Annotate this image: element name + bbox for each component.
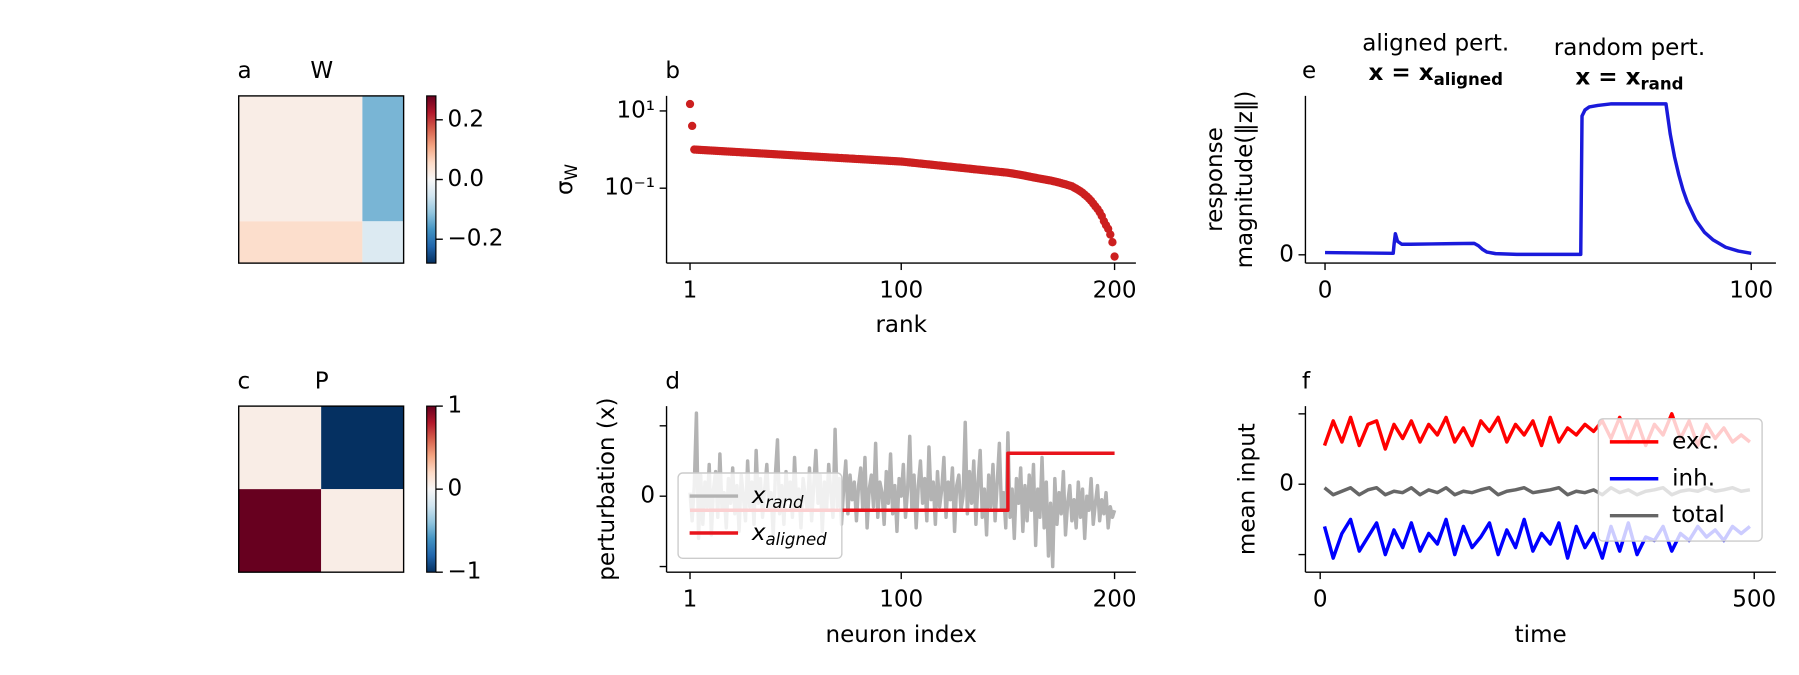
y-tick-label: 0	[640, 483, 655, 509]
legend-label: inh.	[1672, 465, 1715, 491]
y-axis-label: perturbation (x)	[594, 398, 620, 581]
y-tick-label: 0	[1279, 241, 1294, 267]
panel-title: P	[315, 368, 329, 394]
panel-letter: f	[1302, 368, 1311, 394]
data-line	[690, 451, 1115, 512]
x-tick-label: 100	[879, 277, 923, 303]
heatmap-cell	[321, 406, 404, 490]
panel-letter: a	[238, 58, 252, 84]
y-tick-label: 10¹	[616, 97, 655, 123]
scatter-point	[1110, 252, 1119, 261]
x-axis-label: rank	[875, 312, 927, 338]
data-line	[1325, 102, 1752, 257]
x-tick-label: 1	[683, 277, 698, 303]
colorbar-tick-label: −0.2	[447, 226, 503, 252]
heatmap-frame	[238, 405, 405, 573]
heatmap-frame	[238, 95, 405, 264]
y-axis-label: σW	[552, 164, 581, 195]
legend-label: exc.	[1672, 428, 1719, 454]
heatmap-cell	[238, 406, 322, 490]
y-tick-label: 10⁻¹	[604, 175, 655, 201]
heatmap-cell	[362, 95, 404, 222]
heatmap-cell	[321, 489, 404, 573]
heatmap-cell	[238, 489, 322, 573]
annotation: aligned pert.	[1362, 31, 1509, 57]
y-axis-label: response	[1202, 127, 1228, 232]
panel-letter: c	[238, 368, 251, 394]
colorbar-tick-label: 0	[447, 476, 462, 502]
y-axis-label: mean input	[1234, 423, 1260, 555]
x-tick-label: 200	[1093, 586, 1137, 612]
scatter-point	[685, 99, 695, 109]
y-tick-label: 0	[1279, 471, 1294, 497]
panel-letter: d	[665, 368, 680, 394]
x-tick-label: 0	[1318, 277, 1333, 303]
colorbar	[426, 405, 437, 573]
panel-letter: e	[1302, 58, 1316, 84]
heatmap-cell	[362, 221, 404, 264]
legend-label: xaligned	[751, 519, 827, 548]
x-tick-label: 200	[1093, 277, 1137, 303]
scatter-point	[1106, 230, 1115, 239]
x-tick-label: 500	[1732, 586, 1776, 612]
legend-box	[1597, 418, 1763, 542]
scatter-point	[1108, 238, 1117, 247]
y-axis-label: magnitude(‖z‖)	[1232, 91, 1258, 269]
scatter-point	[688, 121, 697, 131]
colorbar-tick-label: 0.2	[447, 106, 484, 132]
heatmap-cell	[238, 221, 363, 264]
x-tick-label: 100	[879, 586, 923, 612]
x-tick-label: 0	[1313, 586, 1328, 612]
colorbar-tick-label: −1	[447, 559, 481, 585]
legend-label: xrand	[751, 483, 804, 512]
annotation: random pert.	[1554, 35, 1705, 61]
colorbar-tick-label: 1	[447, 393, 462, 419]
annotation-formula: x = xrand	[1575, 64, 1683, 93]
heatmap-cell	[238, 95, 363, 222]
x-axis-label: time	[1515, 622, 1567, 648]
legend-label: total	[1672, 502, 1725, 528]
annotation-formula: x = xaligned	[1368, 59, 1503, 88]
colorbar-tick-label: 0.0	[447, 166, 484, 192]
x-tick-label: 100	[1729, 277, 1773, 303]
panel-title: W	[310, 58, 333, 84]
x-axis-label: neuron index	[826, 622, 977, 648]
panel-letter: b	[665, 58, 680, 84]
colorbar	[426, 95, 437, 264]
x-tick-label: 1	[683, 586, 698, 612]
